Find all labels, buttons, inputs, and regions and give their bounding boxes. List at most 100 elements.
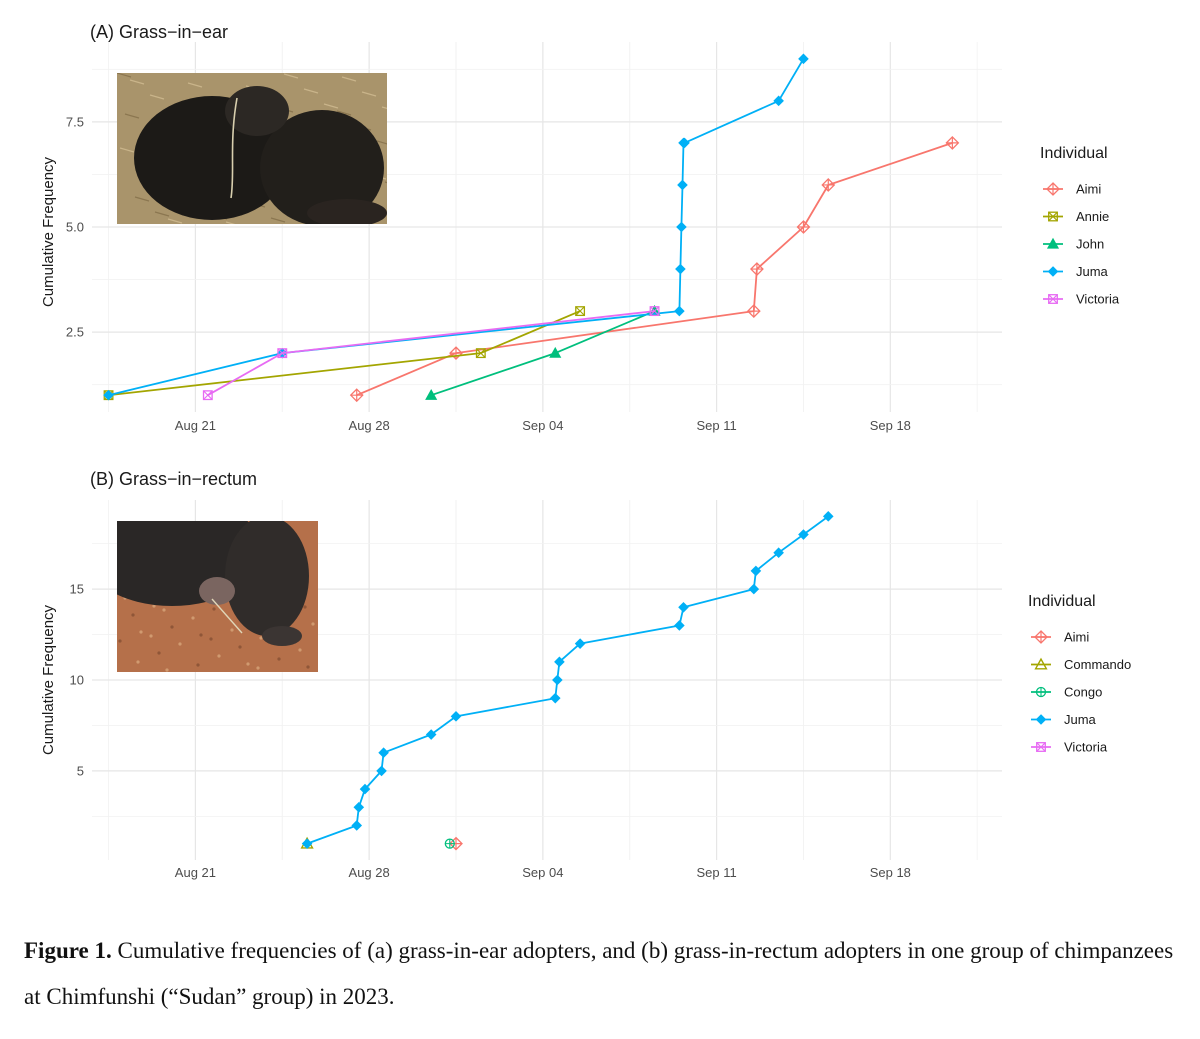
- photo-inset: [117, 521, 318, 672]
- series-juma: [103, 53, 809, 401]
- chimp-head: [225, 86, 289, 136]
- grass-blade: [225, 221, 236, 224]
- data-point-juma: [301, 838, 313, 849]
- data-point-juma: [679, 137, 690, 149]
- data-point-annie-outline: [475, 348, 486, 359]
- legend-key-marker-cross: [1047, 183, 1059, 195]
- data-point-juma: [674, 620, 685, 631]
- grass-blade: [384, 181, 387, 184]
- series-aimi: [349, 135, 960, 403]
- data-point-victoria: [202, 390, 213, 401]
- figure-caption: Figure 1. Cumulative frequencies of (a) …: [24, 928, 1174, 1020]
- data-point-annie-cross: [476, 348, 486, 358]
- chimp-leg: [225, 521, 309, 636]
- legend-key-marker: [1048, 211, 1058, 222]
- grass-stem: [211, 598, 243, 634]
- legend-title: Individual: [1028, 593, 1096, 610]
- series-juma: [301, 511, 834, 849]
- y-tick-label: 2.5: [66, 325, 84, 340]
- x-tick-label: Aug 28: [349, 418, 390, 433]
- legend-label: Aimi: [1064, 630, 1089, 645]
- x-tick-label: Aug 21: [175, 865, 216, 880]
- legend-label: Commando: [1064, 657, 1131, 672]
- data-point-victoria-outline: [202, 390, 213, 401]
- data-point-juma: [378, 747, 389, 759]
- soil-speck: [217, 654, 221, 658]
- series-line-juma: [108, 58, 805, 397]
- soil-speck: [230, 628, 234, 632]
- data-point-juma: [822, 511, 834, 522]
- series-layer: [300, 511, 834, 851]
- legend-key-marker: [1048, 294, 1058, 304]
- data-point-aimi: [821, 178, 836, 192]
- data-point-aimi: [449, 346, 463, 361]
- data-point-aimi-cross: [450, 347, 462, 360]
- data-point-victoria: [277, 348, 288, 359]
- grass-blade: [129, 79, 145, 85]
- data-point-juma: [677, 179, 688, 191]
- x-tick-label: Sep 18: [870, 865, 911, 880]
- x-tick-label: Aug 28: [349, 865, 390, 880]
- data-point-juma: [549, 692, 561, 704]
- data-point-aimi-cross: [350, 389, 363, 402]
- soil-speck: [191, 616, 195, 620]
- soil-speck: [238, 645, 242, 649]
- data-point-juma: [376, 765, 387, 777]
- series-congo: [444, 838, 455, 849]
- data-point-victoria-outline: [277, 348, 288, 359]
- panel-title: (B) Grass−in−rectum: [90, 469, 257, 489]
- data-point-john: [549, 346, 562, 358]
- x-tick-label: Sep 11: [696, 418, 736, 433]
- caption-label: Figure 1.: [24, 938, 112, 963]
- y-axis-label: Cumulative Frequency: [40, 604, 57, 755]
- legend-item-commando: Commando: [1031, 657, 1131, 672]
- grass-blade: [154, 211, 170, 217]
- data-point-juma: [676, 221, 687, 233]
- soil-speck: [157, 651, 161, 655]
- legend-title: Individual: [1040, 145, 1108, 162]
- soil-speck: [149, 634, 153, 638]
- y-tick-label: 10: [70, 673, 84, 688]
- legend-key-marker: [1035, 686, 1047, 698]
- soil-speck: [246, 662, 250, 666]
- data-point-aimi-cross: [822, 178, 835, 191]
- soil-speck: [131, 613, 135, 617]
- legend-item-juma: Juma: [1043, 264, 1109, 279]
- data-point-aimi: [746, 304, 761, 319]
- legend-key-marker-outline: [1036, 742, 1046, 752]
- legend-item-juma: Juma: [1031, 712, 1097, 727]
- y-tick-label: 7.5: [66, 114, 84, 129]
- data-point-victoria-cross: [649, 306, 660, 316]
- data-point-victoria-cross: [277, 348, 287, 358]
- series-line-victoria: [207, 310, 655, 396]
- soil-speck: [256, 666, 260, 670]
- grass-blade: [119, 147, 135, 153]
- legend-key-marker-outline: [1048, 211, 1058, 222]
- data-point-aimi: [750, 262, 764, 276]
- legend-key-marker-cross: [1048, 211, 1058, 222]
- data-point-victoria-cross: [203, 390, 213, 400]
- legend-key-marker: [1035, 714, 1047, 725]
- data-point-annie-outline: [575, 306, 586, 317]
- soil-speck: [209, 637, 213, 641]
- soil-speck: [303, 605, 307, 609]
- chimp-body: [260, 110, 384, 224]
- data-point-victoria-outline: [649, 306, 660, 317]
- data-point-annie: [475, 348, 486, 359]
- grass-blade: [361, 91, 377, 97]
- legend-key-marker-cross: [1048, 294, 1058, 304]
- legend-item-john: John: [1043, 237, 1104, 252]
- series-victoria: [202, 306, 660, 401]
- data-point-juma: [748, 583, 760, 595]
- data-point-juma: [773, 95, 784, 107]
- x-tick-label: Sep 04: [522, 418, 563, 433]
- chimp-arm: [307, 199, 387, 224]
- legend-label: Juma: [1076, 264, 1109, 279]
- legend-key-marker-outline: [1048, 294, 1058, 304]
- data-point-victoria: [649, 306, 660, 317]
- data-point-aimi-cross: [747, 305, 760, 318]
- grass-blade: [303, 88, 319, 94]
- legend-label: Victoria: [1064, 740, 1108, 755]
- soil-speck: [139, 630, 143, 634]
- chimp-skin: [199, 577, 235, 605]
